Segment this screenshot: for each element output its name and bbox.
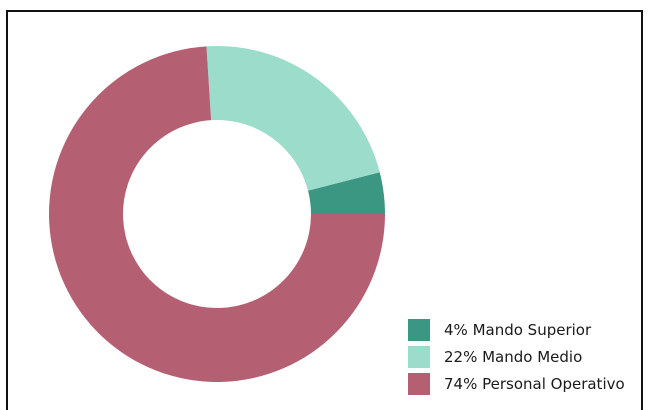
donut-slices	[49, 46, 386, 382]
chart-frame	[6, 10, 643, 410]
legend-item-mando-medio: 22% Mando Medio	[408, 345, 625, 369]
legend-swatch-personal-operativo	[408, 373, 430, 395]
slice-mando-superior	[308, 172, 385, 214]
legend-label-mando-medio: 22% Mando Medio	[444, 348, 583, 366]
legend-swatch-mando-superior	[408, 319, 430, 341]
legend-item-mando-superior: 4% Mando Superior	[408, 318, 625, 342]
legend-item-personal-operativo: 74% Personal Operativo	[408, 372, 625, 396]
legend-label-personal-operativo: 74% Personal Operativo	[444, 375, 625, 393]
slice-personal-operativo	[49, 46, 386, 382]
slice-mando-medio	[206, 46, 380, 191]
legend-label-mando-superior: 4% Mando Superior	[444, 321, 592, 339]
legend: 4% Mando Superior 22% Mando Medio 74% Pe…	[408, 318, 625, 399]
legend-swatch-mando-medio	[408, 346, 430, 368]
